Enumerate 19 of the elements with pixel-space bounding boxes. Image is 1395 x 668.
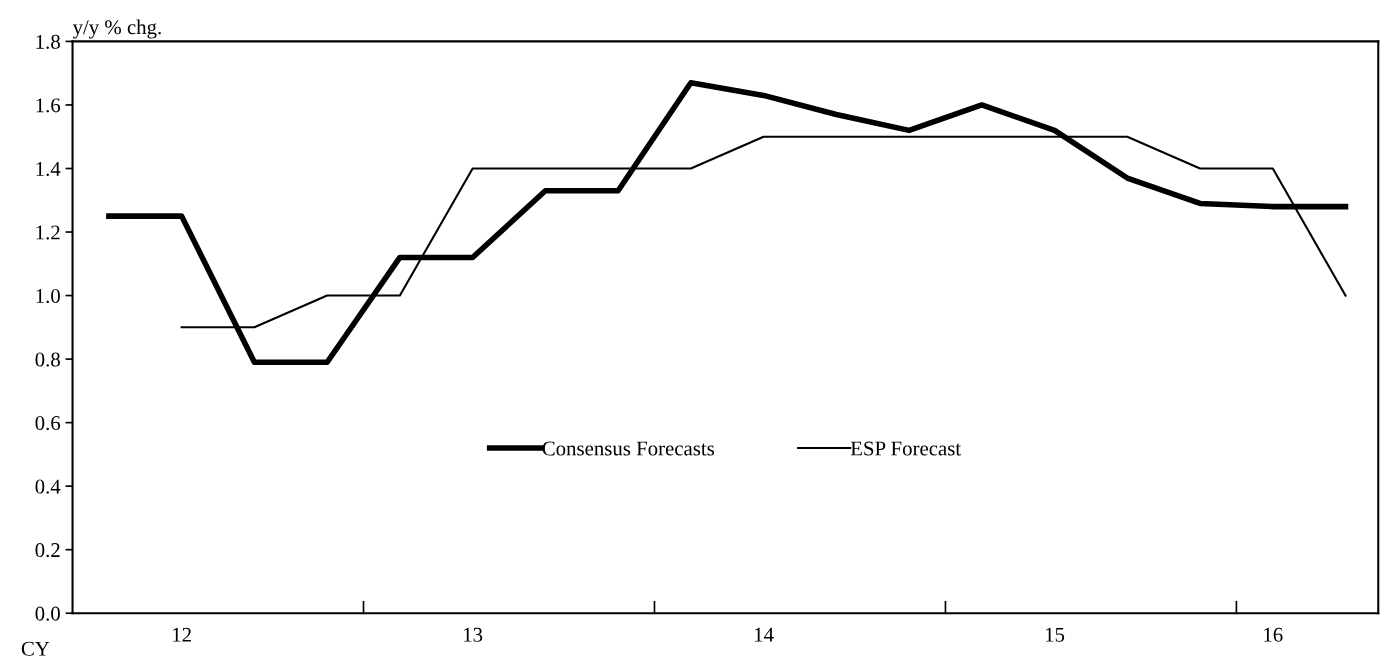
y-tick-label: 1.8 — [36, 34, 60, 49]
y-tick-label: 0.8 — [35, 352, 60, 367]
y-tick-label: 1.4 — [36, 161, 61, 177]
y-tick-label: 1.2 — [36, 225, 60, 240]
y-tick-label: 0.0 — [35, 606, 60, 621]
y-tick-label: 0.6 — [35, 416, 61, 431]
y-tick-label: 1.6 — [36, 98, 61, 113]
y-tick-label: 0.4 — [35, 479, 61, 494]
text: CY — [21, 641, 50, 656]
y-axis-title: y/y % chg. — [72, 19, 161, 39]
legend-label: Consensus Forecasts — [542, 441, 715, 456]
y-tick-label: 1.0 — [36, 288, 60, 304]
x-tick-label: 15 — [1045, 627, 1065, 642]
y-tick-label: 0.2 — [35, 543, 60, 558]
legend-label: ESP Forecast — [850, 441, 961, 456]
x-tick-label: 12 — [173, 627, 191, 642]
x-tick-label: 13 — [464, 627, 483, 642]
x-tick-label: 16 — [1264, 627, 1283, 642]
x-tick-label: 14 — [755, 627, 774, 642]
